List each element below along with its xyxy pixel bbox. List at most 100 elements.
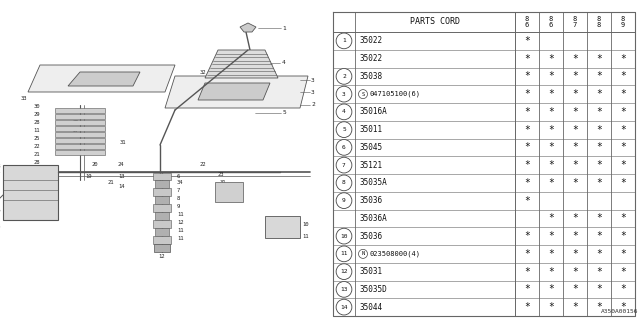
Bar: [55, 150, 105, 155]
Text: 22: 22: [200, 163, 207, 167]
Text: 35: 35: [235, 189, 241, 195]
Text: 35121: 35121: [360, 161, 383, 170]
Text: 8: 8: [597, 22, 601, 28]
Bar: [3, 165, 58, 220]
Text: 9: 9: [342, 198, 346, 203]
Text: 14: 14: [340, 305, 348, 310]
Bar: [55, 108, 105, 113]
Text: *: *: [572, 302, 578, 312]
Text: S: S: [362, 92, 365, 97]
Text: 4: 4: [282, 60, 285, 66]
Text: *: *: [620, 213, 626, 223]
Text: *: *: [596, 124, 602, 135]
Text: 047105100(6): 047105100(6): [370, 91, 421, 97]
Polygon shape: [68, 72, 140, 86]
Bar: [55, 114, 105, 119]
Text: *: *: [596, 178, 602, 188]
Text: *: *: [620, 54, 626, 64]
Text: *: *: [548, 54, 554, 64]
Text: 8: 8: [342, 180, 346, 185]
Text: *: *: [524, 249, 530, 259]
Text: *: *: [572, 284, 578, 294]
Text: *: *: [596, 71, 602, 81]
Text: *: *: [524, 284, 530, 294]
Text: 6: 6: [549, 22, 553, 28]
Text: 7: 7: [177, 188, 180, 194]
Text: 2: 2: [311, 102, 315, 108]
Text: *: *: [548, 213, 554, 223]
Text: 32: 32: [200, 69, 207, 75]
Text: 12: 12: [159, 254, 165, 260]
Text: 27: 27: [73, 129, 79, 133]
Text: 35044: 35044: [360, 303, 383, 312]
Text: 1: 1: [282, 26, 285, 30]
Text: 22: 22: [33, 145, 40, 149]
Bar: [215, 182, 243, 202]
Text: 11: 11: [340, 252, 348, 256]
Bar: [153, 204, 171, 212]
Bar: [55, 138, 105, 143]
Text: 5: 5: [283, 110, 287, 116]
Text: 15: 15: [0, 215, 1, 220]
Text: *: *: [548, 160, 554, 170]
Text: *: *: [596, 231, 602, 241]
Text: *: *: [596, 284, 602, 294]
Text: *: *: [548, 142, 554, 152]
Text: 26: 26: [73, 121, 79, 125]
Text: 13: 13: [340, 287, 348, 292]
Text: *: *: [572, 142, 578, 152]
Text: 8: 8: [525, 16, 529, 22]
Bar: [155, 180, 169, 188]
Text: 35045: 35045: [360, 143, 383, 152]
Text: 6: 6: [177, 173, 180, 179]
Polygon shape: [198, 83, 270, 100]
Text: *: *: [596, 249, 602, 259]
Text: 10: 10: [302, 221, 308, 227]
Text: 11: 11: [302, 234, 308, 238]
Text: *: *: [548, 178, 554, 188]
Text: *: *: [620, 89, 626, 99]
Text: *: *: [524, 178, 530, 188]
Text: *: *: [572, 267, 578, 276]
Text: *: *: [524, 196, 530, 206]
Polygon shape: [165, 76, 308, 108]
Text: 7: 7: [342, 163, 346, 168]
Text: *: *: [596, 107, 602, 117]
Text: 30: 30: [33, 105, 40, 109]
Text: *: *: [572, 178, 578, 188]
Text: *: *: [524, 231, 530, 241]
Text: *: *: [572, 54, 578, 64]
Text: *: *: [620, 231, 626, 241]
Text: 6: 6: [342, 145, 346, 150]
Bar: [265, 216, 300, 238]
Text: *: *: [596, 89, 602, 99]
Text: *: *: [572, 71, 578, 81]
Text: 13: 13: [118, 174, 125, 180]
Text: *: *: [572, 124, 578, 135]
Text: *: *: [548, 124, 554, 135]
Bar: [154, 244, 170, 252]
Text: *: *: [524, 54, 530, 64]
Text: *: *: [596, 160, 602, 170]
Text: *: *: [548, 284, 554, 294]
Text: 29: 29: [33, 113, 40, 117]
Polygon shape: [240, 23, 256, 32]
Text: 2: 2: [342, 74, 346, 79]
Text: 20: 20: [92, 163, 99, 167]
Bar: [155, 228, 169, 236]
Text: 8: 8: [573, 16, 577, 22]
Text: *: *: [572, 89, 578, 99]
Text: 11: 11: [177, 212, 184, 218]
Text: 17: 17: [0, 172, 1, 178]
Text: 19: 19: [86, 174, 92, 180]
Text: *: *: [524, 124, 530, 135]
Text: 11: 11: [177, 228, 184, 234]
Text: 023508000(4): 023508000(4): [370, 251, 421, 257]
Text: *: *: [620, 142, 626, 152]
Text: 12: 12: [340, 269, 348, 274]
Text: *: *: [524, 142, 530, 152]
Text: 23: 23: [218, 172, 225, 178]
Text: *: *: [596, 54, 602, 64]
Text: 13: 13: [0, 223, 1, 228]
Text: 8: 8: [621, 16, 625, 22]
